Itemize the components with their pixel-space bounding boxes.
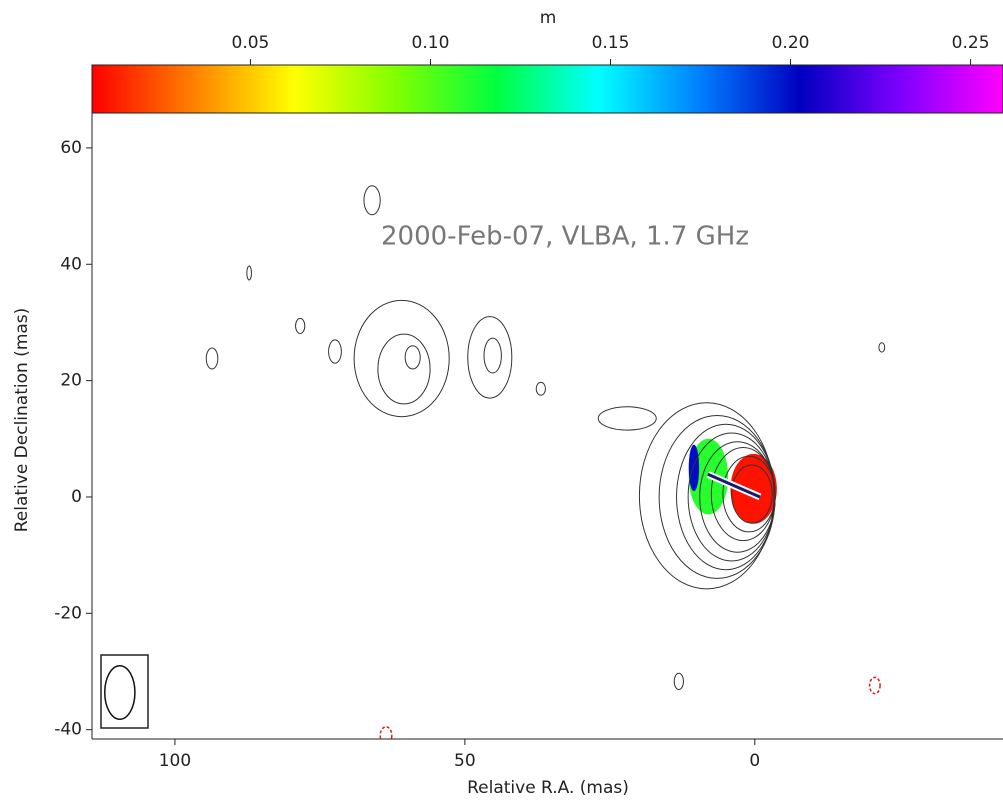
contour [378,334,430,404]
y-tick-label: 40 [60,254,82,274]
y-tick-label: -40 [54,720,82,740]
contour [364,186,380,215]
x-tick-label: 0 [749,751,760,771]
page: m 2000-Feb-07, VLBA, 1.7 GHz Relative R.… [0,0,1003,804]
colorbar-label: m [540,8,557,28]
beam [105,666,135,720]
y-tick-label: 20 [60,371,82,391]
contour [484,338,501,373]
colorbar [92,65,1003,113]
contour [329,340,342,363]
annotation: 2000-Feb-07, VLBA, 1.7 GHz [381,222,749,252]
contour [206,348,218,369]
plot-area [206,186,884,745]
beam-box [101,655,148,728]
contour [468,317,512,398]
polarization-patch [689,445,699,492]
negative-contour [870,677,880,693]
y-tick-label: 60 [60,138,82,158]
contour [296,318,305,333]
contour [354,300,449,416]
contour [536,382,545,395]
x-tick-label: 100 [159,751,191,771]
contour [598,407,656,430]
colorbar-tick-label: 0.05 [232,33,270,53]
colorbar-tick-label: 0.15 [592,33,630,53]
colorbar-tick-label: 0.25 [952,33,990,53]
chart: m 2000-Feb-07, VLBA, 1.7 GHz Relative R.… [0,0,1003,804]
colorbar-tick-label: 0.10 [412,33,450,53]
y-axis-label: Relative Declination (mas) [12,308,32,533]
y-tick-label: 0 [71,487,82,507]
negative-contour [380,727,392,744]
contour [247,266,252,280]
contour [674,673,683,689]
colorbar-tick-label: 0.20 [772,33,810,53]
y-tick-label: -20 [54,603,82,623]
contour [405,346,420,369]
x-tick-label: 50 [454,751,476,771]
x-axis-label: Relative R.A. (mas) [467,778,629,798]
contour [879,343,885,352]
